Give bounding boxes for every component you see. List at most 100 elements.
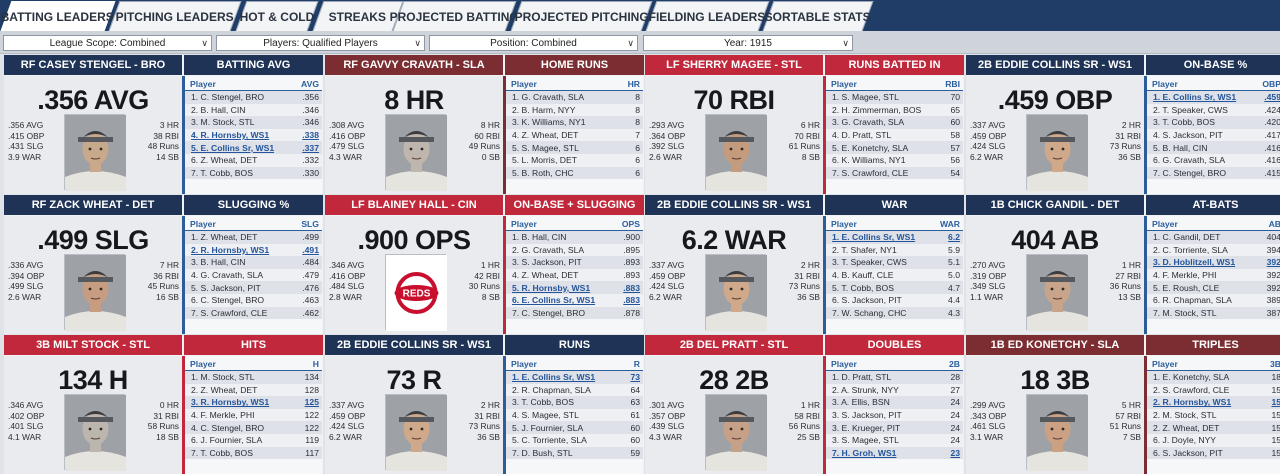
leaderboard-row[interactable]: 6. E. Collins Sr, WS1.883 [506,293,643,307]
leaderboard-row[interactable]: 7. D. Bush, STL 59 [506,446,643,460]
leaderboard-row[interactable]: 3. S. Jackson, PIT 24 [826,408,963,422]
leaderboard-row[interactable]: 2. C. Torriente, SLA 394 [1147,243,1280,257]
player-header[interactable]: 2B EDDIE COLLINS SR - WS1 [645,195,823,215]
leaderboard-row[interactable]: 4. D. Pratt, STL 58 [826,128,963,142]
player-header[interactable]: RF CASEY STENGEL - BRO [4,55,182,75]
leaderboard-row[interactable]: 5. R. Hornsby, WS1.883 [506,281,643,294]
leaderboard-row[interactable]: 6. C. Stengel, BRO .463 [185,293,322,307]
player-header[interactable]: 2B EDDIE COLLINS SR - WS1 [966,55,1144,75]
leaderboard-row[interactable]: 7. W. Schang, CHC 4.3 [826,306,963,320]
leaderboard-row[interactable]: 1. G. Cravath, SLA 8 [506,91,643,104]
tab-pitching-leaders[interactable]: PITCHING LEADERS [108,1,242,31]
leaderboard-row[interactable]: 5. T. Cobb, BOS 4.7 [826,281,963,294]
leaderboard-header[interactable]: Player AB [1147,216,1280,231]
leaderboard-header[interactable]: Player RBI [826,76,963,91]
leaderboard-row[interactable]: 7. T. Cobb, BOS 117 [185,446,322,460]
leaderboard-row[interactable]: 2. T. Speaker, CWS .424 [1147,103,1280,117]
tab-fielding-leaders[interactable]: FIELDING LEADERS [645,1,770,31]
leaderboard-row[interactable]: 2. R. Hornsby, WS1.491 [185,243,322,257]
tab-sortable-stats[interactable]: SORTABLE STATS [762,1,874,31]
leaderboard-row[interactable]: 2. S. Crawford, CLE 15 [1147,383,1280,397]
leaderboard-row[interactable]: 7. C. Stengel, BRO .878 [506,306,643,320]
leaderboard-row[interactable]: 5. S. Jackson, PIT .476 [185,281,322,294]
leaderboard-row[interactable]: 3. S. Jackson, PIT .893 [506,256,643,269]
player-card[interactable]: 28 2B .301 AVG .357 OBP .439 SLG 4.3 WAR… [645,356,823,474]
player-header[interactable]: 3B MILT STOCK - STL [4,335,182,355]
player-card[interactable]: 134 H .346 AVG .402 OBP .401 SLG 4.1 WAR… [4,356,182,474]
leaderboard-row[interactable]: 2. Z. Wheat, DET 15 [1147,421,1280,434]
leaderboard-row[interactable]: 3. G. Cravath, SLA 60 [826,116,963,129]
player-card[interactable]: .459 OBP .337 AVG .459 OBP .424 SLG 6.2 … [966,76,1144,194]
player-header[interactable]: 2B EDDIE COLLINS SR - WS1 [325,335,503,355]
leaderboard-row[interactable]: 5. E. Roush, CLE 392 [1147,281,1280,294]
leaderboard-row[interactable]: 7. C. Stengel, BRO .415 [1147,166,1280,180]
leaderboard-header[interactable]: Player OBP [1147,76,1280,91]
leaderboard-row[interactable]: 6. S. Jackson, PIT 4.4 [826,293,963,307]
leaderboard-row[interactable]: 4. S. Jackson, PIT .417 [1147,128,1280,142]
year-select[interactable]: Year: 1915 ∨ [643,35,853,51]
leaderboard-row[interactable]: 5. L. Morris, DET 6 [506,153,643,167]
players-select[interactable]: Players: Qualified Players ∨ [216,35,425,51]
leaderboard-row[interactable]: 7. M. Stock, STL 387 [1147,306,1280,320]
leaderboard-row[interactable]: 7. S. Crawford, CLE 54 [826,166,963,180]
leaderboard-row[interactable]: 1. E. Collins Sr, WS1 73 [506,371,643,384]
leaderboard-row[interactable]: 4. B. Kauff, CLE 5.0 [826,268,963,282]
leaderboard-row[interactable]: 6. Z. Wheat, DET .332 [185,153,322,167]
player-card[interactable]: 404 AB .270 AVG .319 OBP .349 SLG 1.1 WA… [966,216,1144,334]
leaderboard-row[interactable]: 1. E. Konetchy, SLA 18 [1147,371,1280,384]
leaderboard-row[interactable]: 2. B. Harm, NYY 8 [506,103,643,117]
leaderboard-row[interactable]: 2. G. Cravath, SLA .895 [506,243,643,257]
leaderboard-header[interactable]: Player AVG [185,76,322,91]
leaderboard-row[interactable]: 7. T. Cobb, BOS .330 [185,166,322,180]
tab-projected-batting[interactable]: PROJECTED BATTING [390,1,519,31]
player-card[interactable]: 18 3B .299 AVG .343 OBP .461 SLG 3.1 WAR… [966,356,1144,474]
leaderboard-header[interactable]: Player 2B [826,356,963,371]
leaderboard-row[interactable]: 6. G. Cravath, SLA .416 [1147,153,1280,167]
leaderboard-row[interactable]: 2. H. Zimmerman, BOS 65 [826,103,963,117]
leaderboard-row[interactable]: 7. H. Groh, WS1 23 [826,446,963,460]
leaderboard-header[interactable]: Player 3B [1147,356,1280,371]
player-card[interactable]: .499 SLG .336 AVG .394 OBP .499 SLG 2.6 … [4,216,182,334]
leaderboard-row[interactable]: 2. R. Chapman, SLA 64 [506,383,643,397]
leaderboard-row[interactable]: 1. E. Collins Sr, WS1 6.2 [826,231,963,244]
position-select[interactable]: Position: Combined ∨ [429,35,638,51]
leaderboard-row[interactable]: 3. D. Hoblitzell, WS1 392 [1147,256,1280,269]
leaderboard-row[interactable]: 5. J. Fournier, SLA 60 [506,421,643,434]
player-header[interactable]: LF BLAINEY HALL - CIN [325,195,503,215]
leaderboard-row[interactable]: 1. E. Collins Sr, WS1.459 [1147,91,1280,104]
player-card[interactable]: .356 AVG .356 AVG .415 OBP .431 SLG 3.9 … [4,76,182,194]
leaderboard-header[interactable]: Player HR [506,76,643,91]
leaderboard-row[interactable]: 6. J. Doyle, NYY 15 [1147,433,1280,447]
leaderboard-row[interactable]: 4. S. Magee, STL 61 [506,408,643,422]
tab-projected-pitching[interactable]: PROJECTED PITCHING [510,1,653,31]
leaderboard-row[interactable]: 3. E. Krueger, PIT 24 [826,421,963,434]
leaderboard-row[interactable]: 3. S. Magee, STL 24 [826,433,963,447]
leaderboard-row[interactable]: 5. B. Hall, CIN .416 [1147,141,1280,154]
leaderboard-header[interactable]: Player OPS [506,216,643,231]
player-card[interactable]: 70 RBI .293 AVG .364 OBP .392 SLG 2.6 WA… [645,76,823,194]
player-header[interactable]: 2B DEL PRATT - STL [645,335,823,355]
leaderboard-row[interactable]: 3. T. Cobb, BOS .420 [1147,116,1280,129]
player-card[interactable]: 73 R .337 AVG .459 OBP .424 SLG 6.2 WAR … [325,356,503,474]
leaderboard-row[interactable]: 3. M. Stock, STL .346 [185,116,322,129]
leaderboard-row[interactable]: 3. T. Cobb, BOS 63 [506,396,643,409]
leaderboard-row[interactable]: 2. T. Shafer, NY1 5.9 [826,243,963,257]
leaderboard-row[interactable]: 2. R. Hornsby, WS1 15 [1147,396,1280,409]
player-header[interactable]: LF SHERRY MAGEE - STL [645,55,823,75]
leaderboard-row[interactable]: 4. C. Stengel, BRO 122 [185,421,322,434]
leaderboard-row[interactable]: 4. R. Hornsby, WS1.338 [185,128,322,142]
leaderboard-row[interactable]: 6. K. Williams, NY1 56 [826,153,963,167]
leaderboard-row[interactable]: 3. A. Ellis, BSN 24 [826,396,963,409]
player-card[interactable]: 8 HR .308 AVG .416 OBP .479 SLG 4.3 WAR … [325,76,503,194]
leaderboard-header[interactable]: Player H [185,356,322,371]
leaderboard-row[interactable]: 1. C. Gandil, DET 404 [1147,231,1280,244]
leaderboard-row[interactable]: 6. R. Chapman, SLA 389 [1147,293,1280,307]
leaderboard-row[interactable]: 3. K. Williams, NY1 8 [506,116,643,129]
player-card[interactable]: 6.2 WAR .337 AVG .459 OBP .424 SLG 6.2 W… [645,216,823,334]
leaderboard-row[interactable]: 1. B. Hall, CIN .900 [506,231,643,244]
leaderboard-row[interactable]: 1. D. Pratt, STL 28 [826,371,963,384]
player-header[interactable]: RF GAVVY CRAVATH - SLA [325,55,503,75]
leaderboard-row[interactable]: 5. E. Collins Sr, WS1.337 [185,141,322,154]
leaderboard-row[interactable]: 5. C. Torriente, SLA 60 [506,433,643,447]
leaderboard-row[interactable]: 2. A. Strunk, NYY 27 [826,383,963,397]
